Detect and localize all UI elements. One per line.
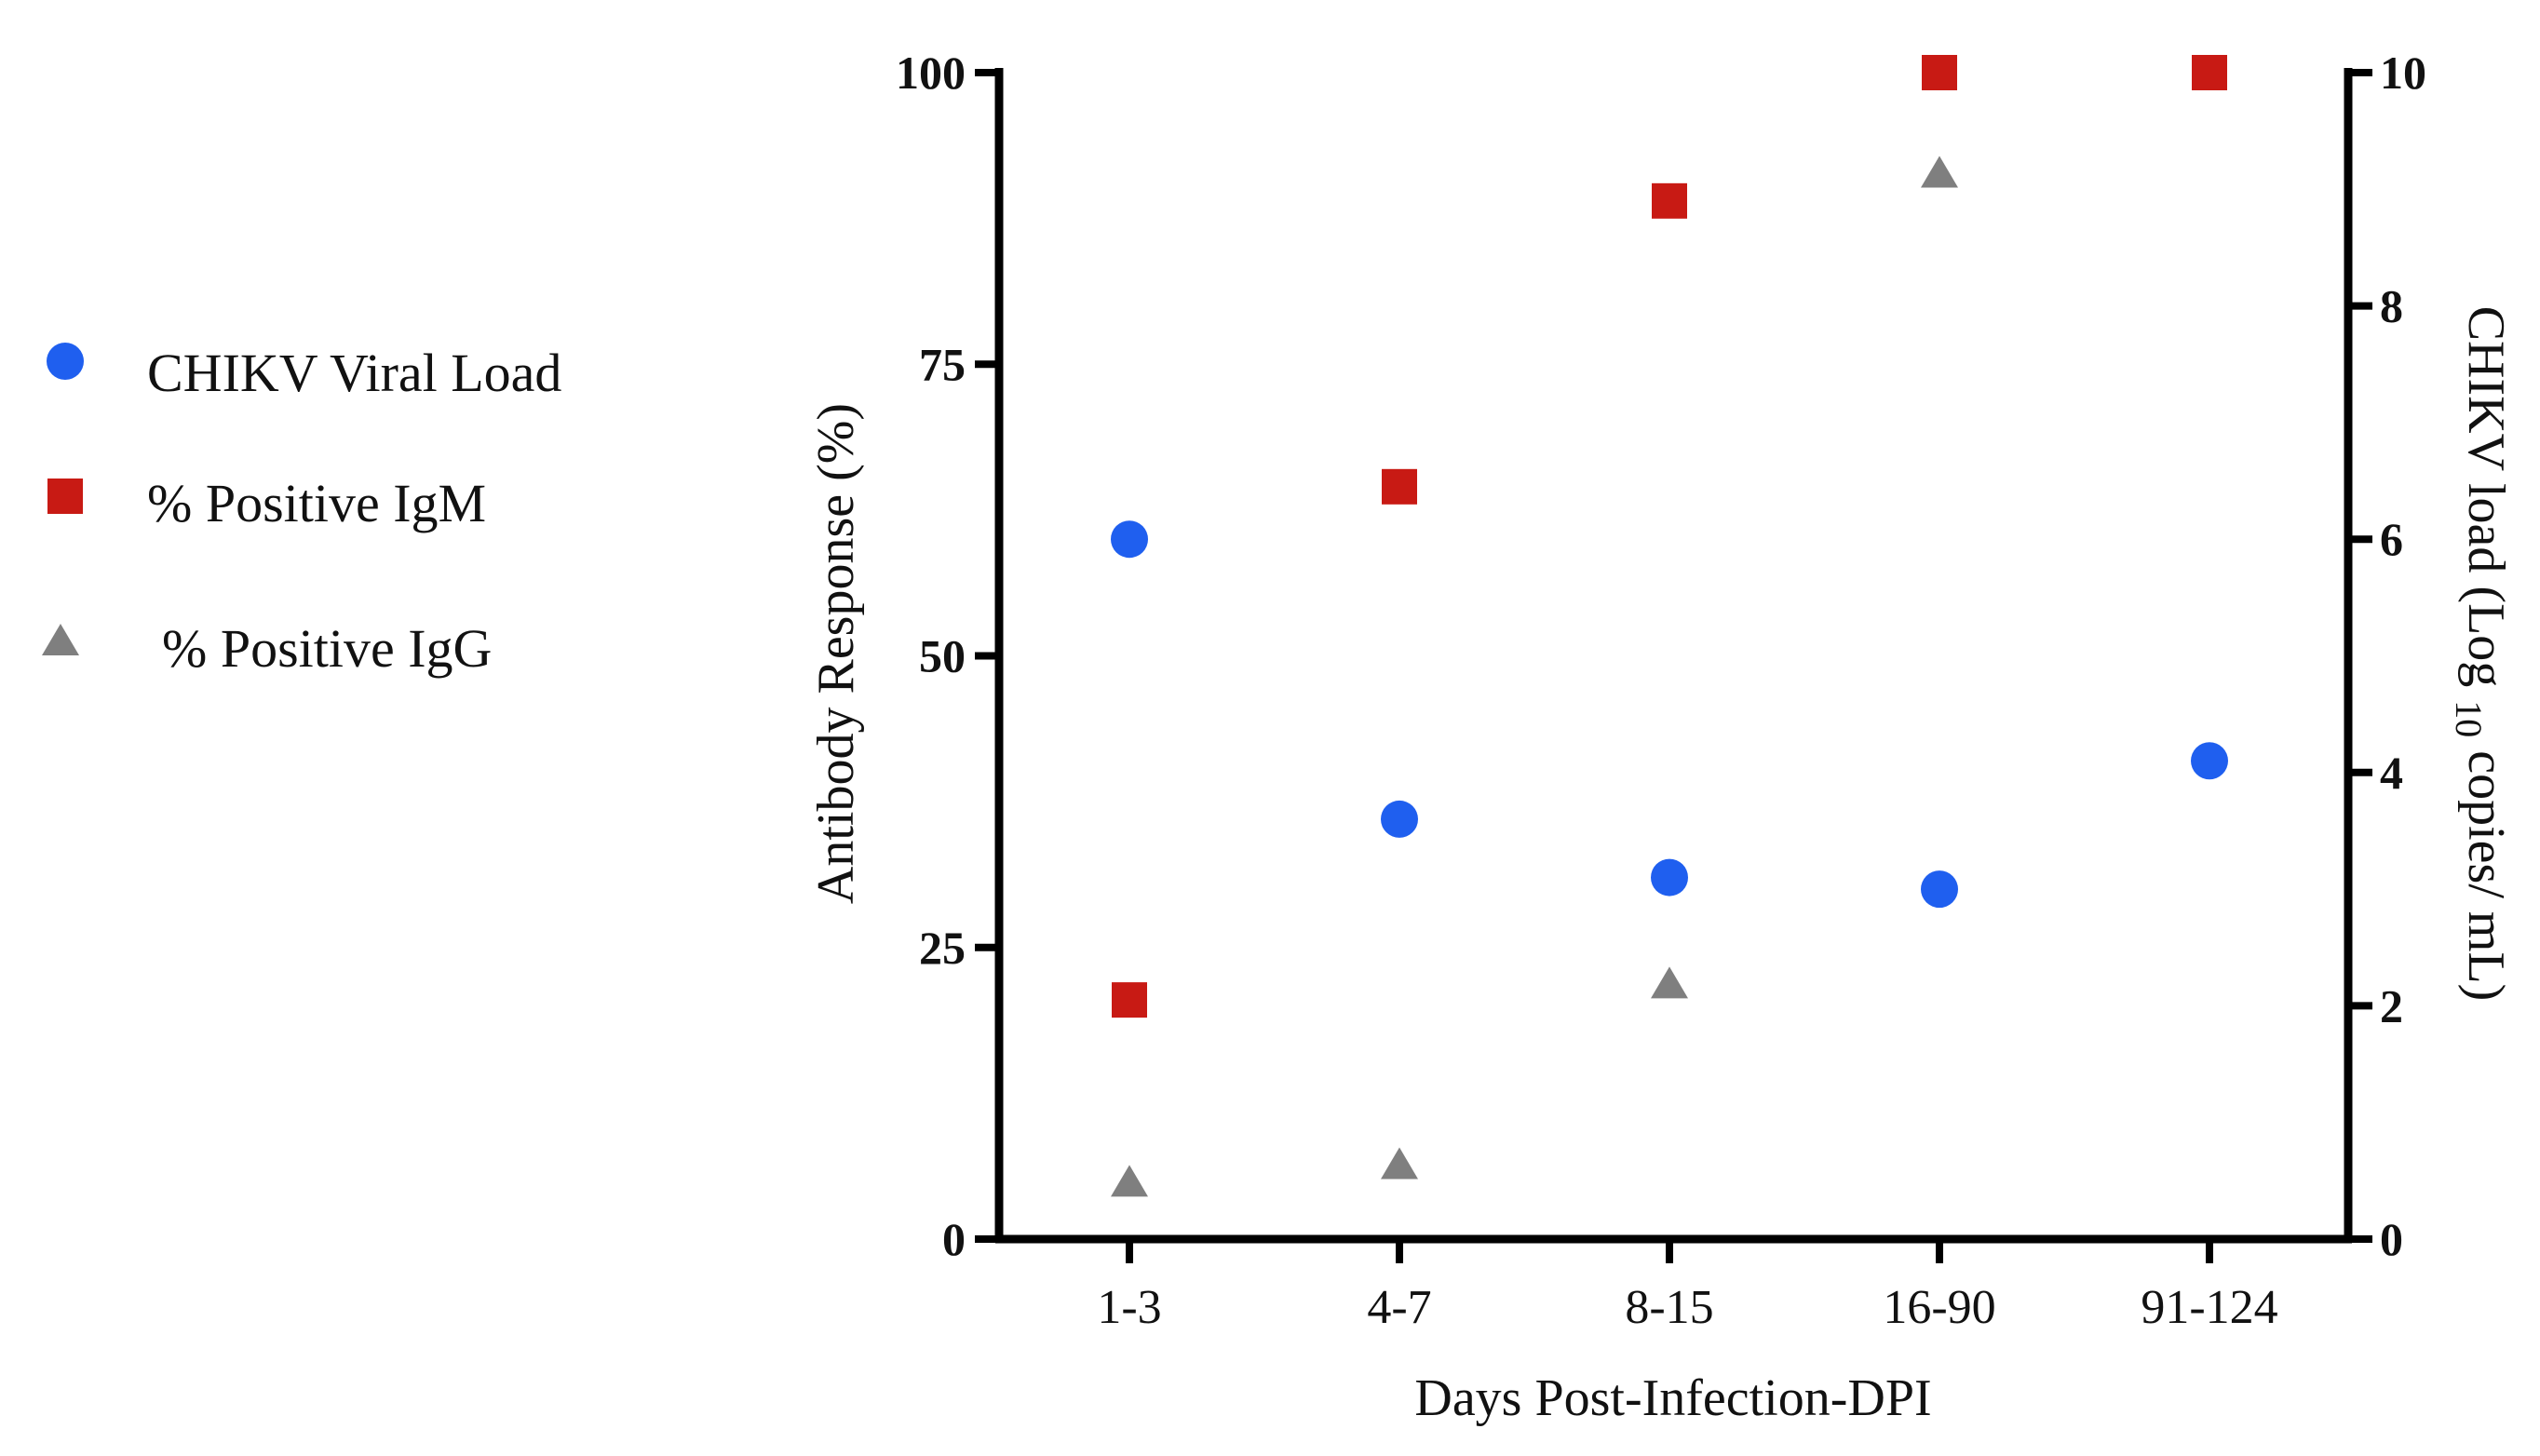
right-axis-title: CHIKV load (Log 10 copies/ mL) [2448, 306, 2515, 1002]
igm-point [1922, 55, 1957, 90]
right-axis-title-part: CHIKV load (Log [2457, 306, 2515, 701]
x-tick-label: 91-124 [2141, 1281, 2277, 1334]
igm-point [2192, 55, 2227, 90]
igm-point [1652, 182, 1687, 219]
legend: CHIKV Viral Load % Positive IgM % Positi… [42, 343, 561, 679]
right-axis-title-subscript: 10 [2448, 700, 2490, 737]
left-tick-label: 25 [919, 922, 966, 974]
legend-item-igm: % Positive IgM [47, 473, 486, 533]
x-tick-label: 4-7 [1367, 1281, 1431, 1334]
right-tick-label: 8 [2380, 280, 2403, 332]
right-tick-label: 0 [2380, 1213, 2403, 1265]
x-axis-ticks: 1-3 4-7 8-15 16-90 91-124 [1097, 1239, 2278, 1334]
igg-point [1111, 1165, 1148, 1197]
igm-point [1112, 982, 1147, 1018]
igg-point [1381, 1147, 1418, 1180]
legend-square-icon [47, 479, 83, 514]
left-tick-label: 75 [919, 338, 966, 390]
right-tick-label: 6 [2380, 513, 2403, 565]
right-axis-title-part: copies/ mL) [2457, 737, 2515, 1001]
axes: 0 25 50 75 100 0 2 4 6 8 10 1-3 4-7 8-15 16-90 91-124 [896, 47, 2426, 1334]
igm-point [1382, 468, 1417, 505]
right-tick-label: 4 [2380, 747, 2403, 799]
viral-load-point [1381, 800, 1418, 838]
left-tick-label: 0 [942, 1213, 966, 1265]
left-axis-ticks: 0 25 50 75 100 [896, 47, 999, 1265]
right-tick-label: 2 [2380, 979, 2403, 1031]
viral-load-point [1651, 858, 1688, 897]
legend-circle-icon [47, 343, 84, 380]
viral-load-point [2191, 742, 2228, 780]
legend-label: % Positive IgG [162, 618, 492, 679]
legend-triangle-icon [42, 624, 79, 655]
legend-item-viral-load: CHIKV Viral Load [47, 343, 561, 403]
left-axis-title: Antibody Response (%) [807, 403, 865, 904]
right-axis-ticks: 0 2 4 6 8 10 [2348, 47, 2426, 1265]
x-tick-label: 16-90 [1883, 1281, 1995, 1334]
viral-load-point [1111, 520, 1148, 559]
igg-point [1651, 966, 1688, 999]
x-tick-label: 8-15 [1625, 1281, 1713, 1334]
left-tick-label: 100 [896, 47, 966, 99]
right-tick-label: 10 [2380, 47, 2426, 99]
igg-point [1921, 155, 1958, 188]
legend-label: CHIKV Viral Load [147, 343, 561, 403]
x-axis-title: Days Post-Infection-DPI [1414, 1369, 1931, 1427]
data-markers [1111, 55, 2228, 1197]
legend-item-igg: % Positive IgG [42, 618, 492, 679]
left-tick-label: 50 [919, 630, 966, 682]
x-tick-label: 1-3 [1097, 1281, 1161, 1334]
legend-label: % Positive IgM [147, 473, 486, 533]
viral-load-point [1921, 870, 1958, 909]
